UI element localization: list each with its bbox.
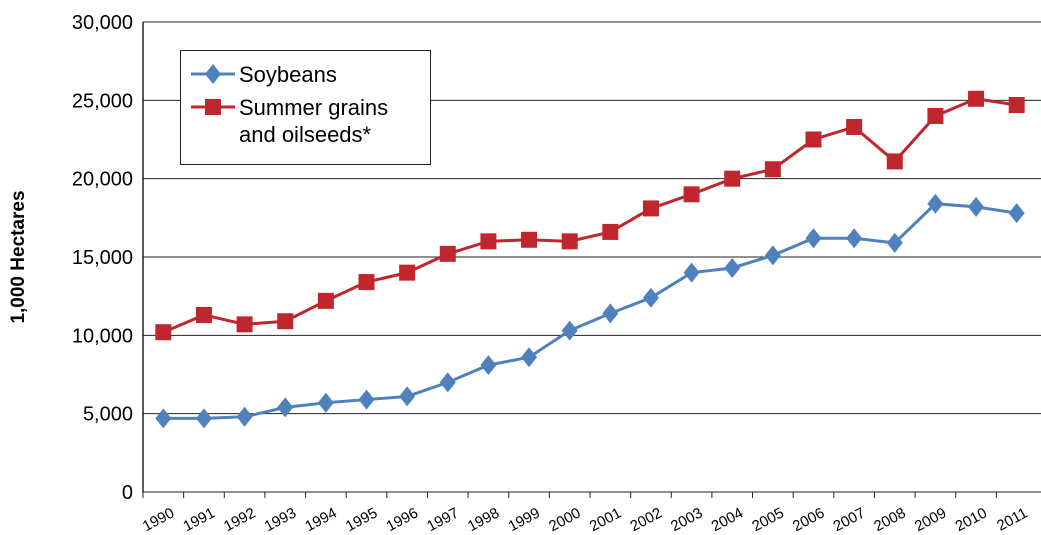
point [358,389,375,410]
x-tick-label: 2002 [627,505,664,535]
x-tick-label: 2008 [871,505,908,535]
series-line [162,97,1017,334]
point [724,170,741,187]
y-axis-title: 1,000 Hectares [8,190,29,323]
legend-key [191,64,235,84]
point [561,233,578,250]
point [195,306,212,323]
point [1008,203,1025,224]
point [317,392,334,413]
point [602,223,619,240]
x-tick-label: 1991 [180,505,217,535]
point [805,131,822,148]
point [155,324,172,341]
legend-item: Soybeans [189,61,422,88]
x-tick-label: 2007 [831,505,868,535]
point [205,64,221,84]
y-tick-label: 0 [122,482,133,504]
point [399,386,416,407]
point [480,355,497,376]
series [155,90,1025,341]
legend-label: Summer grains and oilseeds* [239,95,389,147]
y-tick-label: 20,000 [72,169,133,191]
point [236,316,253,333]
point [277,313,294,330]
point [968,196,985,217]
point [724,257,741,278]
legend-item: Summer grains and oilseeds* [189,94,422,148]
point [1008,97,1025,114]
point [683,262,700,283]
point [846,118,863,135]
point [968,90,985,107]
point [927,193,944,214]
x-tick-label: 2010 [952,505,989,535]
x-tick-label: 2000 [546,505,583,535]
point [439,245,456,262]
y-tick-label: 30,000 [72,12,133,34]
x-tick-label: 2003 [668,505,705,535]
point [764,245,781,266]
point [521,347,538,368]
point [521,231,538,248]
point [317,292,334,309]
point [195,408,212,429]
x-tick-label: 1990 [140,505,177,535]
y-tick-label: 25,000 [72,90,133,112]
y-tick-label: 15,000 [72,247,133,269]
point [155,408,172,429]
point [642,200,659,217]
point [764,161,781,178]
y-tick-label: 5,000 [83,404,133,426]
point [236,406,253,427]
point [886,232,903,253]
legend: Soybeans Summer grains and oilseeds* [180,50,431,165]
point [886,153,903,170]
point [805,228,822,249]
point [399,264,416,281]
point [277,397,294,418]
point [480,233,497,250]
x-tick-label: 1999 [505,505,542,535]
point [642,287,659,308]
point [927,108,944,124]
series-line [163,202,1017,420]
x-tick-label: 1997 [424,505,461,535]
legend-key [191,99,235,115]
x-tick-label: 2009 [912,505,949,535]
x-tick-label: 2005 [749,505,786,535]
x-tick-label: 2011 [994,505,1030,535]
point [683,186,700,203]
x-tick-label: 1992 [221,505,258,535]
x-tick-label: 2006 [790,505,827,535]
x-tick-label: 1994 [302,505,339,535]
x-tick-label: 1993 [262,505,299,535]
y-tick-label: 10,000 [72,325,133,347]
x-tick-label: 1998 [465,505,502,535]
x-tick-label: 2004 [709,505,746,535]
point [205,99,221,115]
x-tick-label: 2001 [587,505,624,535]
x-tick-label: 1995 [343,505,380,535]
point [602,303,619,324]
x-tick-label: 1996 [384,505,421,535]
point [561,320,578,341]
legend-label: Soybeans [239,62,337,87]
point [358,274,375,291]
series [155,193,1025,429]
point [439,372,456,393]
point [846,228,863,249]
